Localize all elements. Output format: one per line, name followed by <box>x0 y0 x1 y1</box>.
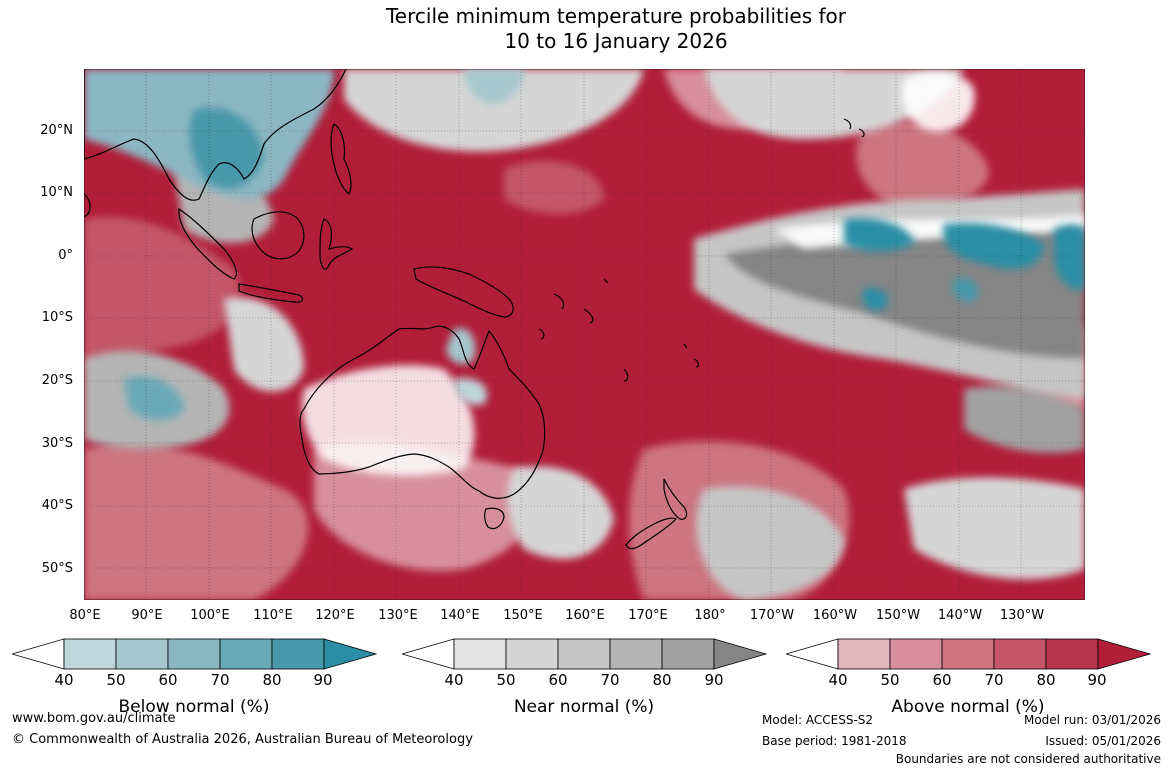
new-guinea-coastline <box>413 266 514 318</box>
cb0-tick-40: 40 <box>54 671 74 689</box>
colorbar-segment <box>271 638 325 670</box>
colorbar-low-end <box>786 638 839 670</box>
cb2-tick-80: 80 <box>1036 671 1056 689</box>
lat-label-0: 0° <box>58 248 73 263</box>
sumatra-coastline <box>178 207 237 280</box>
cb1-tick-40: 40 <box>444 671 464 689</box>
cb0-tick-50: 50 <box>106 671 126 689</box>
cb2-tick-50: 50 <box>880 671 900 689</box>
lon-label-160e: 160°E <box>565 608 605 623</box>
footer-base-period: Base period: 1981-2018 <box>762 734 907 748</box>
java-coastline <box>238 283 304 303</box>
footer-model: Model: ACCESS-S2 <box>762 713 874 727</box>
cb2-tick-90: 90 <box>1087 671 1107 689</box>
cb1-tick-50: 50 <box>496 671 516 689</box>
below-normal-areas <box>84 69 1085 421</box>
lat-label-10n: 10°N <box>40 185 73 200</box>
colorbar-segment <box>505 638 559 670</box>
lat-label-20n: 20°N <box>40 123 73 138</box>
lon-label-150e: 150°E <box>503 608 543 623</box>
hawaii-coastline <box>843 118 865 138</box>
colorbar-above-normal <box>786 638 1151 670</box>
colorbar-segment <box>453 638 507 670</box>
lat-label-10s: 10°S <box>41 310 73 325</box>
lat-label-20s: 20°S <box>41 373 73 388</box>
colorbar-segment <box>993 638 1047 670</box>
sulawesi-coastline <box>319 218 354 270</box>
colorbar-segment <box>557 638 611 670</box>
colorbar-segment <box>167 638 221 670</box>
cb0-label: Below normal (%) <box>118 697 270 717</box>
lon-label-140e: 140°E <box>440 608 480 623</box>
footer-url[interactable]: www.bom.gov.au/climate <box>12 711 176 726</box>
cb1-label: Near normal (%) <box>513 697 655 717</box>
cb0-tick-80: 80 <box>262 671 282 689</box>
colorbar-segment <box>889 638 943 670</box>
pacific-islands <box>538 278 700 382</box>
cb0-tick-90: 90 <box>313 671 333 689</box>
cb1-tick-60: 60 <box>548 671 568 689</box>
colorbar-high-end <box>323 638 377 670</box>
sri-lanka-coastline <box>84 193 91 218</box>
lat-label-40s: 40°S <box>41 498 73 513</box>
cb2-tick-70: 70 <box>984 671 1004 689</box>
title-line-2: 10 to 16 January 2026 <box>504 29 728 53</box>
tasmania-coastline <box>484 507 505 530</box>
lon-label-160w: 160°W <box>812 608 858 623</box>
coastlines <box>84 69 865 550</box>
lon-label-150w: 150°W <box>875 608 921 623</box>
mainland-asia-coastline <box>84 69 347 201</box>
lat-label-50s: 50°S <box>41 561 73 576</box>
cb1-tick-70: 70 <box>600 671 620 689</box>
footer-issued: Issued: 05/01/2026 <box>1045 734 1161 748</box>
probability-map <box>84 69 1085 600</box>
lon-label-110e: 110°E <box>253 608 293 623</box>
cb1-tick-80: 80 <box>652 671 672 689</box>
colorbar-segment <box>837 638 891 670</box>
colorbar-segment <box>609 638 663 670</box>
lon-label-140w: 140°W <box>937 608 983 623</box>
colorbar-high-end <box>1097 638 1151 670</box>
lon-label-130e: 130°E <box>378 608 418 623</box>
colorbar-low-end <box>402 638 455 670</box>
map-title: Tercile minimum temperature probabilitie… <box>0 4 1173 54</box>
colorbar-near-normal <box>402 638 767 670</box>
lon-label-130w: 130°W <box>999 608 1045 623</box>
title-line-1: Tercile minimum temperature probabilitie… <box>385 4 847 28</box>
lon-label-170w: 170°W <box>749 608 795 623</box>
cb1-tick-90: 90 <box>704 671 724 689</box>
australia-coastline <box>299 325 546 499</box>
lon-label-80e: 80°E <box>69 608 101 623</box>
cb2-tick-40: 40 <box>828 671 848 689</box>
lon-label-90e: 90°E <box>131 608 163 623</box>
colorbar-low-end <box>12 638 65 670</box>
new-zealand-coastline <box>625 478 688 550</box>
near-normal-areas <box>84 69 1085 600</box>
borneo-coastline <box>251 211 305 260</box>
philippines-coastline <box>330 123 352 195</box>
cb2-label: Above normal (%) <box>891 697 1045 717</box>
colorbar-segment <box>941 638 995 670</box>
colorbar-segment <box>219 638 273 670</box>
footer-disclaimer: Boundaries are not considered authoritat… <box>895 752 1161 766</box>
lat-label-30s: 30°S <box>41 436 73 451</box>
lon-label-180: 180° <box>694 608 726 623</box>
cb2-tick-60: 60 <box>932 671 952 689</box>
footer-model-run: Model run: 03/01/2026 <box>1023 713 1161 727</box>
lon-label-100e: 100°E <box>190 608 230 623</box>
colorbar-segment <box>63 638 117 670</box>
footer-copyright: © Commonwealth of Australia 2026, Austra… <box>12 732 473 747</box>
colorbar-high-end <box>713 638 767 670</box>
colorbar-below-normal <box>12 638 377 670</box>
cb0-tick-60: 60 <box>158 671 178 689</box>
lon-label-120e: 120°E <box>315 608 355 623</box>
lon-label-170e: 170°E <box>628 608 668 623</box>
graticule <box>84 69 1085 600</box>
cb0-tick-70: 70 <box>210 671 230 689</box>
colorbar-segment <box>115 638 169 670</box>
colorbar-segment <box>661 638 715 670</box>
colorbar-segment <box>1045 638 1099 670</box>
